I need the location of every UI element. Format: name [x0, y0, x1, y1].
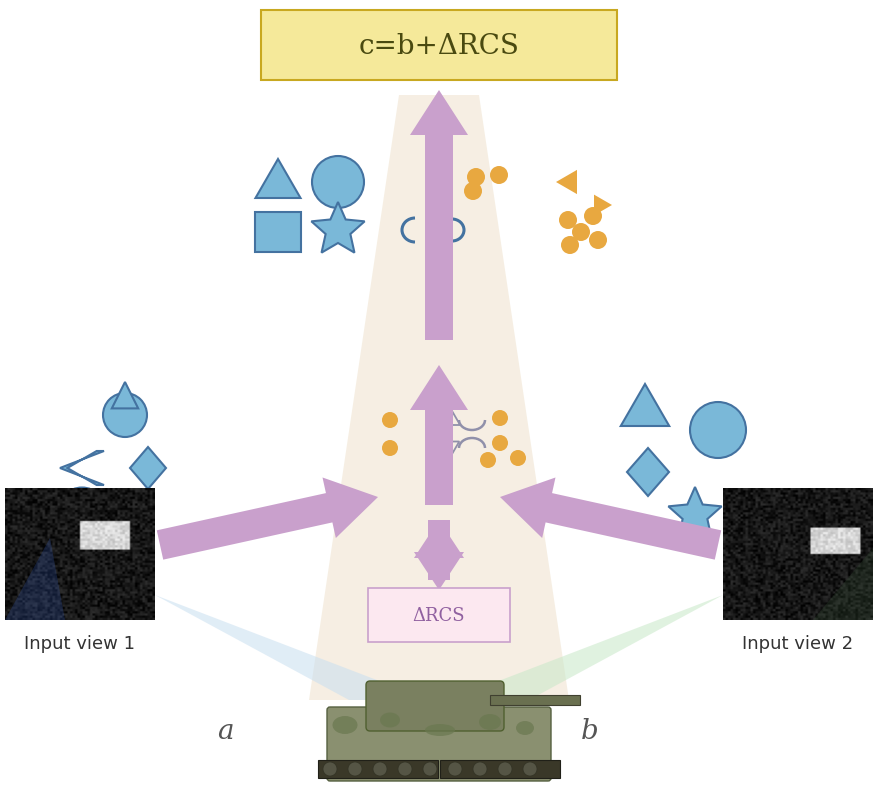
- Bar: [254, 212, 301, 252]
- Circle shape: [373, 762, 387, 776]
- Polygon shape: [594, 194, 611, 215]
- Circle shape: [560, 236, 578, 254]
- Circle shape: [467, 168, 484, 186]
- Circle shape: [480, 452, 496, 468]
- FancyBboxPatch shape: [260, 10, 617, 80]
- Circle shape: [381, 412, 397, 428]
- FancyBboxPatch shape: [326, 707, 551, 781]
- Circle shape: [588, 231, 606, 249]
- Text: Input view 2: Input view 2: [742, 635, 852, 653]
- Circle shape: [381, 440, 397, 456]
- Bar: [489, 695, 580, 705]
- Polygon shape: [157, 478, 378, 560]
- Polygon shape: [667, 487, 721, 538]
- Circle shape: [423, 762, 437, 776]
- Polygon shape: [255, 159, 300, 198]
- Circle shape: [559, 211, 576, 229]
- Polygon shape: [499, 478, 720, 560]
- Polygon shape: [155, 595, 429, 700]
- Text: c=b+ΔRCS: c=b+ΔRCS: [358, 33, 519, 59]
- Circle shape: [447, 762, 461, 776]
- FancyBboxPatch shape: [367, 588, 510, 642]
- Circle shape: [397, 762, 411, 776]
- FancyBboxPatch shape: [366, 681, 503, 731]
- Ellipse shape: [479, 714, 501, 730]
- Circle shape: [323, 762, 337, 776]
- Ellipse shape: [380, 713, 400, 727]
- Circle shape: [489, 166, 508, 184]
- Circle shape: [571, 223, 589, 241]
- Polygon shape: [812, 548, 872, 620]
- Circle shape: [497, 762, 511, 776]
- Circle shape: [347, 762, 361, 776]
- Polygon shape: [5, 538, 65, 620]
- Ellipse shape: [516, 721, 533, 735]
- Polygon shape: [555, 170, 576, 194]
- Circle shape: [523, 762, 537, 776]
- Polygon shape: [414, 520, 463, 590]
- Ellipse shape: [332, 716, 357, 734]
- Circle shape: [103, 393, 146, 437]
- Polygon shape: [311, 202, 364, 253]
- Circle shape: [491, 435, 508, 451]
- Polygon shape: [130, 447, 166, 489]
- Circle shape: [510, 450, 525, 466]
- Polygon shape: [448, 595, 722, 700]
- Polygon shape: [414, 520, 463, 580]
- Circle shape: [473, 762, 487, 776]
- Polygon shape: [60, 451, 103, 485]
- Polygon shape: [309, 95, 568, 700]
- Bar: [317, 760, 438, 778]
- Text: b: b: [581, 718, 598, 745]
- Bar: [439, 760, 560, 778]
- Circle shape: [491, 410, 508, 426]
- Circle shape: [311, 156, 364, 208]
- Circle shape: [463, 182, 481, 200]
- Polygon shape: [111, 382, 138, 408]
- Circle shape: [689, 402, 745, 458]
- Polygon shape: [410, 90, 467, 340]
- Circle shape: [583, 207, 602, 225]
- Polygon shape: [626, 448, 668, 496]
- Text: a: a: [217, 718, 233, 745]
- Polygon shape: [410, 365, 467, 505]
- Text: Input view 1: Input view 1: [25, 635, 135, 653]
- Polygon shape: [620, 384, 668, 426]
- Ellipse shape: [424, 724, 454, 736]
- Text: ΔRCS: ΔRCS: [412, 607, 465, 625]
